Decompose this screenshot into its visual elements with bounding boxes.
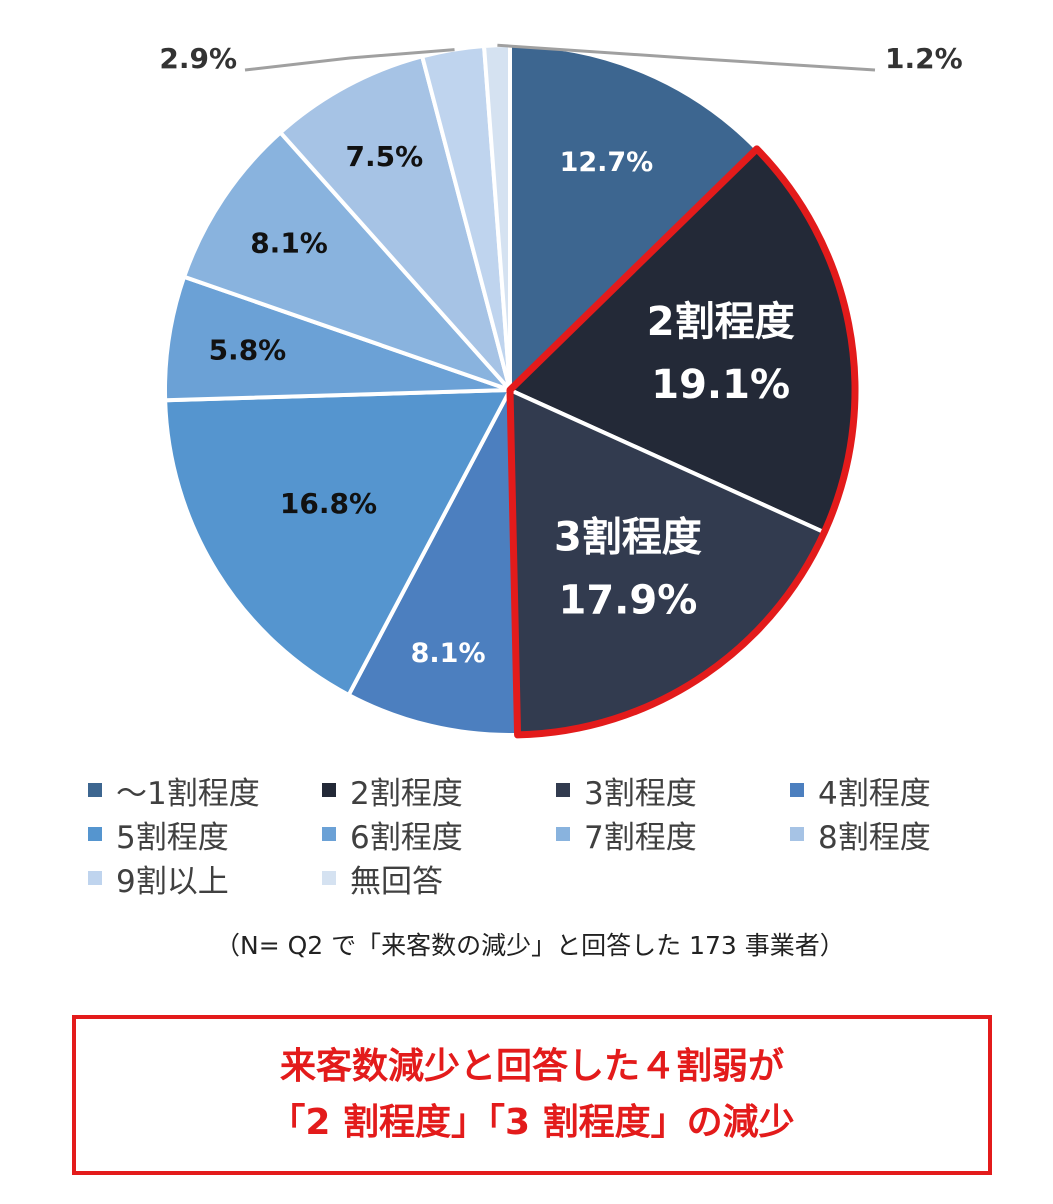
legend-label: 5割程度 [116,819,229,856]
legend-swatch [556,783,570,797]
data-label: 16.8% [280,487,377,520]
legend-label: 4割程度 [818,775,931,812]
pie-chart: 12.7% 2割程度 19.1% 3割程度 17.9% 8.1% 16.8% 5.8% 8.1%… [159,42,963,739]
data-label: 12.7% [560,147,654,178]
slice-category-label: 2割程度 [647,299,795,345]
legend-swatch [88,783,102,797]
legend-item-7wari: 7割程度 [556,812,790,857]
pie-slice-8-7 [277,53,512,392]
pie-slice-1-0 [508,42,760,395]
data-label: 17.9% [559,577,698,623]
legend-swatch [322,827,336,841]
legend-item-2wari: 2割程度 [322,768,556,813]
data-label: 7.5% [346,140,424,173]
legend-label: 9割以上 [116,863,229,900]
legend-swatch [322,783,336,797]
sample-note: （N= Q2 で「来客数の減少」と回答した 173 事業者） [215,931,845,960]
legend-row: 5割程度 6割程度 7割程度 8割程度 [88,812,1028,856]
legend-swatch [322,871,336,885]
legend-swatch [556,827,570,841]
legend-item-4wari: 4割程度 [790,768,1024,813]
legend-item-8wari: 8割程度 [790,812,1024,857]
legend-row: 〜1割程度 2割程度 3割程度 4割程度 [88,768,1028,812]
legend-label: 2割程度 [350,775,463,812]
pie-slice-6-5 [163,274,511,403]
legend-swatch [790,827,804,841]
legend-label: 8割程度 [818,819,931,856]
callout-box: 来客数減少と回答した４割弱が 「2 割程度」「3 割程度」の減少 [72,1015,992,1175]
leader-line [497,43,876,72]
data-label: 1.2% [885,42,963,75]
slice-category-label: 3割程度 [554,514,702,560]
data-label: 19.1% [651,362,790,408]
legend-label: 〜1割程度 [116,775,260,812]
legend-label: 無回答 [350,863,443,900]
leader-line [244,48,455,72]
legend-label: 6割程度 [350,819,463,856]
legend-label: 7割程度 [584,819,697,856]
legend-item-3wari: 3割程度 [556,768,790,813]
data-label: 5.8% [209,334,287,367]
legend-item-no-answer: 無回答 [322,856,556,901]
legend-item-5wari: 5割程度 [88,812,322,857]
pie-slice-4-3 [346,382,520,737]
data-label: 8.1% [411,638,486,669]
legend-item-1wari: 〜1割程度 [88,768,322,813]
legend: 〜1割程度 2割程度 3割程度 4割程度 5割程度 6割程度 7割程度 8割程度… [88,768,1028,900]
legend-item-6wari: 6割程度 [322,812,556,857]
pie-slice-7-6 [181,129,517,395]
legend-label: 3割程度 [584,775,697,812]
legend-row: 9割以上 無回答 [88,856,1028,900]
legend-swatch [790,783,804,797]
legend-item-9wari: 9割以上 [88,856,322,901]
data-label: 8.1% [250,227,328,260]
highlight-outline [506,145,859,739]
legend-swatch [88,827,102,841]
callout-line-1: 来客数減少と回答した４割弱が [279,1046,784,1087]
pie-slice-5-4 [163,387,514,698]
callout-line-2: 「2 割程度」「3 割程度」の減少 [269,1102,795,1143]
legend-swatch [88,871,102,885]
data-label: 2.9% [159,42,237,75]
